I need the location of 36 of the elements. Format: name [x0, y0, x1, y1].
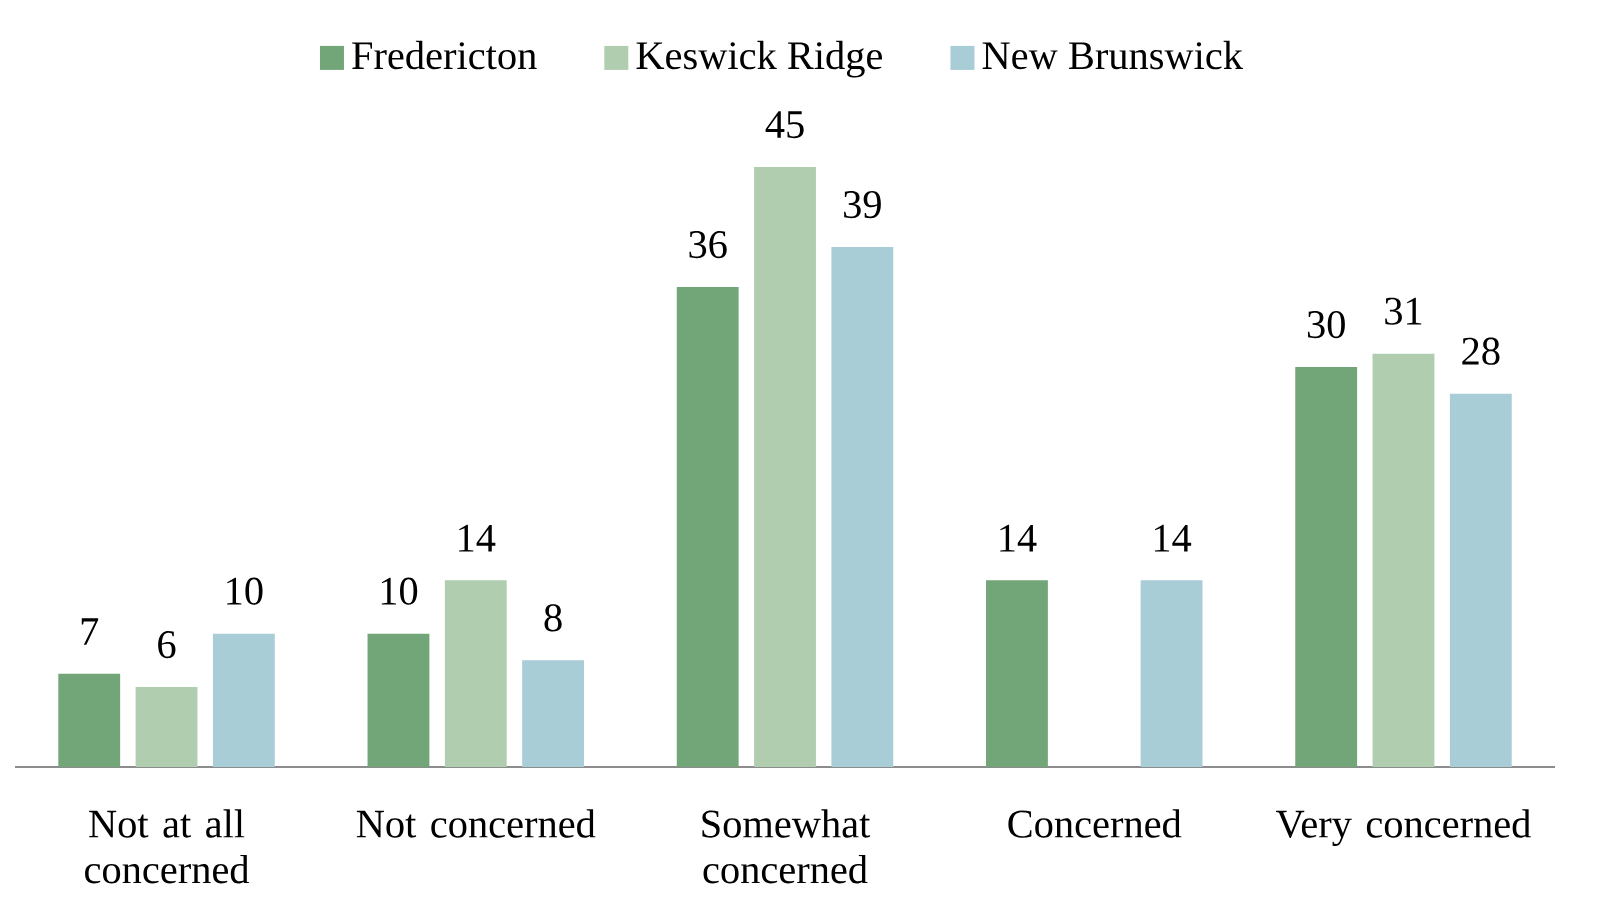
- bar: [1372, 353, 1435, 767]
- legend-label: Fredericton: [352, 40, 537, 70]
- data-label: 45: [765, 111, 804, 139]
- data-label: 6: [158, 631, 176, 659]
- bar: [58, 673, 121, 767]
- data-label: 28: [1462, 337, 1500, 365]
- data-label: 39: [844, 191, 881, 219]
- bar: [1449, 393, 1512, 767]
- bar: [676, 286, 739, 767]
- bar: [831, 246, 894, 767]
- data-label: 7: [81, 618, 99, 645]
- bar: [444, 580, 507, 767]
- x-tick-label: Very concerned: [1276, 809, 1531, 847]
- bar: [1140, 580, 1203, 767]
- data-label: 10: [227, 577, 263, 605]
- data-label: 14: [1000, 524, 1037, 552]
- bar: [212, 633, 275, 767]
- data-label: 8: [544, 604, 562, 632]
- bar: [1295, 366, 1358, 767]
- data-label: 10: [381, 577, 418, 605]
- legend-label: New Brunswick: [982, 40, 1244, 70]
- data-label: 30: [1307, 310, 1345, 339]
- bar: [754, 166, 816, 767]
- x-tick-label: Somewhat concerned: [702, 809, 871, 884]
- x-tick-label: Concerned: [1008, 809, 1182, 838]
- data-label: 31: [1385, 297, 1422, 325]
- bar: [367, 633, 430, 767]
- x-tick-label: Not at all concerned: [85, 809, 250, 884]
- bar: [135, 686, 198, 767]
- data-label: 14: [459, 524, 496, 552]
- bar: [522, 660, 585, 767]
- bar: [986, 580, 1048, 767]
- x-tick-label: Not concerned: [356, 809, 596, 838]
- data-label: 14: [1154, 524, 1192, 552]
- legend-label: Keswick Ridge: [636, 40, 882, 78]
- data-label: 36: [689, 231, 727, 259]
